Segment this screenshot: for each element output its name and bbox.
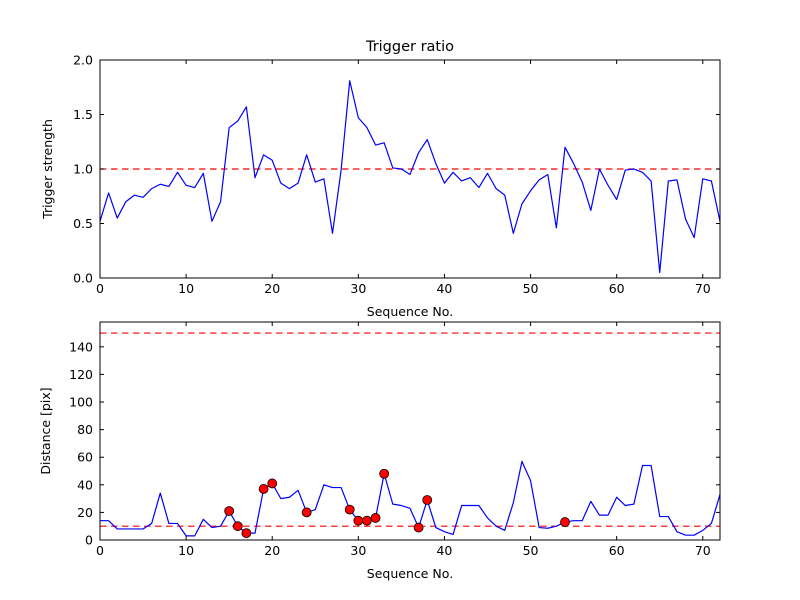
x-tick-label: 10 — [178, 543, 194, 558]
x-tick-label: 50 — [523, 281, 539, 296]
outlier-marker — [379, 468, 390, 479]
top-axes-ylabel: Trigger strength — [40, 119, 55, 220]
distance-line — [100, 460, 721, 537]
x-tick-label: 0 — [96, 543, 104, 558]
y-tick-label: 0.5 — [73, 216, 93, 231]
x-tick-label: 30 — [350, 281, 366, 296]
trigger-strength-line — [99, 80, 721, 274]
outlier-marker — [301, 507, 312, 518]
axes-frame — [99, 321, 721, 541]
outlier-marker — [413, 522, 424, 533]
bottom-axes-distance: 0 10 20 30 40 50 60 70 0 20 40 60 80 100 120 140 — [69, 321, 721, 558]
outlier-marker — [241, 528, 252, 538]
outlier-marker — [560, 517, 570, 527]
outlier-marker — [353, 515, 364, 526]
y-tick-label: 40 — [77, 477, 93, 492]
y-tick-label: 80 — [77, 422, 93, 437]
y-tick-label: 120 — [69, 367, 93, 382]
x-tick-label: 20 — [264, 281, 280, 296]
outlier-marker — [362, 515, 372, 526]
top-axes-title: Trigger ratio — [365, 39, 454, 55]
x-tick-label: 40 — [436, 281, 452, 296]
bottom-axes-xlabel: Sequence No. — [367, 566, 453, 581]
top-axes-xlabel: Sequence No. — [367, 304, 453, 319]
bottom-axes-ylabel: Distance [pix] — [38, 387, 53, 474]
x-tick-label: 50 — [523, 543, 539, 558]
outlier-marker — [370, 513, 381, 523]
outlier-marker — [224, 506, 235, 516]
y-tick-label: 60 — [77, 450, 93, 465]
x-tick-label: 70 — [695, 281, 711, 296]
outlier-marker — [422, 495, 433, 505]
y-tick-label: 100 — [69, 395, 93, 410]
y-tick-label: 2.0 — [73, 53, 93, 68]
outlier-marker — [232, 521, 243, 532]
y-tick-label: 140 — [69, 339, 93, 354]
y-tick-label: 0.0 — [73, 271, 93, 286]
y-tick-label: 0 — [85, 533, 93, 548]
x-tick-label: 70 — [695, 543, 711, 558]
x-tick-label: 0 — [96, 281, 104, 296]
x-tick-label: 20 — [264, 543, 280, 558]
x-tick-label: 60 — [609, 543, 625, 558]
x-tick-label: 10 — [178, 281, 194, 296]
top-axes-trigger-ratio: 0 10 20 30 40 50 60 70 0.0 0.5 1.0 1.5 2.0 — [73, 53, 721, 296]
y-tick-label: 20 — [77, 505, 93, 520]
outlier-marker — [344, 504, 355, 515]
x-tick-label: 30 — [350, 543, 366, 558]
x-tick-label: 40 — [436, 543, 452, 558]
y-tick-label: 1.5 — [73, 107, 93, 122]
x-tick-label: 60 — [609, 281, 625, 296]
y-tick-label: 1.0 — [73, 162, 93, 177]
outlier-marker — [267, 478, 278, 489]
outlier-marker — [258, 484, 269, 494]
